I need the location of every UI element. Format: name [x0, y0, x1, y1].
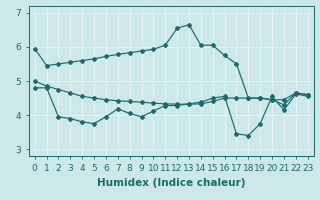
X-axis label: Humidex (Indice chaleur): Humidex (Indice chaleur): [97, 178, 245, 188]
